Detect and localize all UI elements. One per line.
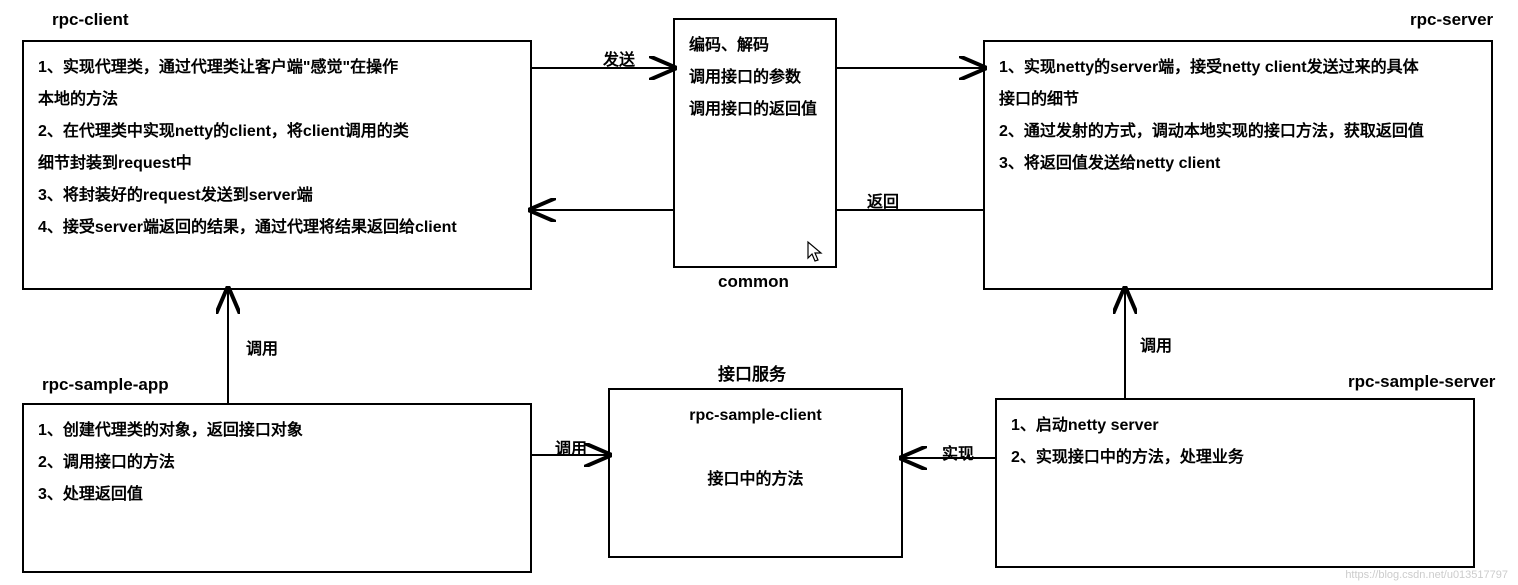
interface-service-line: rpc-sample-client [624, 400, 887, 432]
interface-service-line: 接口中的方法 [624, 464, 887, 496]
rpc-client-line: 细节封装到request中 [38, 148, 516, 180]
call-left-label: 调用 [246, 335, 278, 359]
rpc-server-title: rpc-server [1410, 10, 1493, 30]
rpc-client-line: 3、将封装好的request发送到server端 [38, 180, 516, 212]
mouse-cursor-icon [806, 240, 824, 269]
common-line: 调用接口的参数 [689, 62, 821, 94]
interface-service-title: 接口服务 [718, 360, 786, 385]
rpc-client-line: 1、实现代理类，通过代理类让客户端"感觉"在操作 [38, 52, 516, 84]
rpc-sample-app-box: 1、创建代理类的对象，返回接口对象 2、调用接口的方法 3、处理返回值 [22, 403, 532, 573]
rpc-server-line: 2、通过发射的方式，调动本地实现的接口方法，获取返回值 [999, 116, 1477, 148]
call-bottom-label: 调用 [555, 435, 587, 459]
rpc-sample-app-line: 3、处理返回值 [38, 479, 516, 511]
interface-service-line [624, 432, 887, 464]
send-label: 发送 [603, 46, 635, 70]
rpc-sample-app-title: rpc-sample-app [42, 375, 169, 395]
call-right-label: 调用 [1140, 332, 1172, 356]
rpc-sample-server-box: 1、启动netty server 2、实现接口中的方法，处理业务 [995, 398, 1475, 568]
rpc-client-line: 4、接受server端返回的结果，通过代理将结果返回给client [38, 212, 516, 244]
rpc-client-line: 本地的方法 [38, 84, 516, 116]
rpc-sample-server-line: 2、实现接口中的方法，处理业务 [1011, 442, 1459, 474]
return-label: 返回 [867, 188, 899, 212]
common-line: 调用接口的返回值 [689, 94, 821, 126]
rpc-server-line: 接口的细节 [999, 84, 1477, 116]
interface-service-box: rpc-sample-client 接口中的方法 [608, 388, 903, 558]
rpc-server-line: 1、实现netty的server端，接受netty client发送过来的具体 [999, 52, 1477, 84]
rpc-sample-server-line: 1、启动netty server [1011, 410, 1459, 442]
implement-label: 实现 [942, 440, 974, 464]
common-line: 编码、解码 [689, 30, 821, 62]
common-box: 编码、解码 调用接口的参数 调用接口的返回值 [673, 18, 837, 268]
rpc-client-box: 1、实现代理类，通过代理类让客户端"感觉"在操作 本地的方法 2、在代理类中实现… [22, 40, 532, 290]
common-title: common [718, 272, 789, 292]
rpc-server-box: 1、实现netty的server端，接受netty client发送过来的具体 … [983, 40, 1493, 290]
rpc-sample-server-title: rpc-sample-server [1348, 372, 1495, 392]
rpc-sample-app-line: 2、调用接口的方法 [38, 447, 516, 479]
rpc-client-line: 2、在代理类中实现netty的client，将client调用的类 [38, 116, 516, 148]
rpc-server-line: 3、将返回值发送给netty client [999, 148, 1477, 180]
watermark-text: https://blog.csdn.net/u013517797 [1345, 569, 1508, 581]
rpc-client-title: rpc-client [52, 10, 129, 30]
rpc-sample-app-line: 1、创建代理类的对象，返回接口对象 [38, 415, 516, 447]
